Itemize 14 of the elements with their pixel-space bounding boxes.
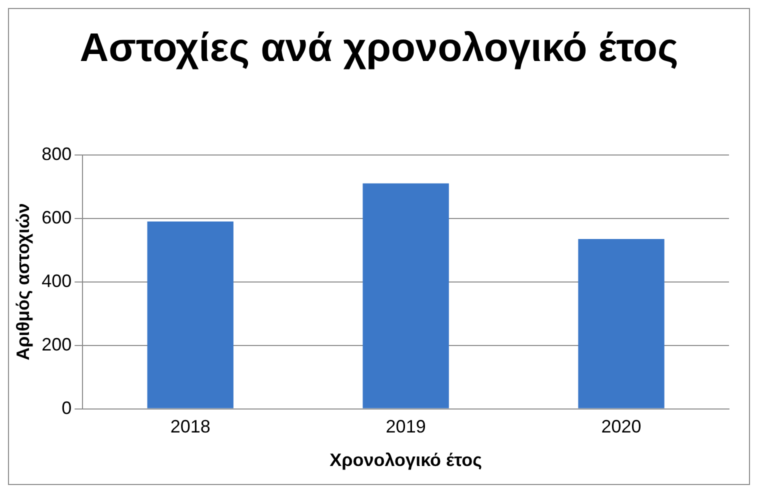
y-tick-label: 400 (42, 270, 72, 291)
x-axis-title: Χρονολογικό έτος (330, 450, 482, 470)
x-tick-label: 2020 (601, 416, 642, 437)
y-tick-label: 600 (42, 207, 72, 228)
bar (147, 221, 234, 408)
bar (362, 183, 449, 408)
chart-title: Αστοχίες ανά χρονολογικό έτος (79, 25, 679, 72)
y-tick-label: 0 (62, 398, 72, 418)
y-tick-label: 200 (42, 334, 72, 354)
x-tick-label: 2018 (170, 416, 210, 437)
bar (578, 238, 664, 408)
y-axis-title: Αριθμός αστοχιών (12, 203, 33, 360)
x-tick-label: 2019 (386, 416, 426, 437)
y-tick-label: 800 (42, 144, 72, 164)
